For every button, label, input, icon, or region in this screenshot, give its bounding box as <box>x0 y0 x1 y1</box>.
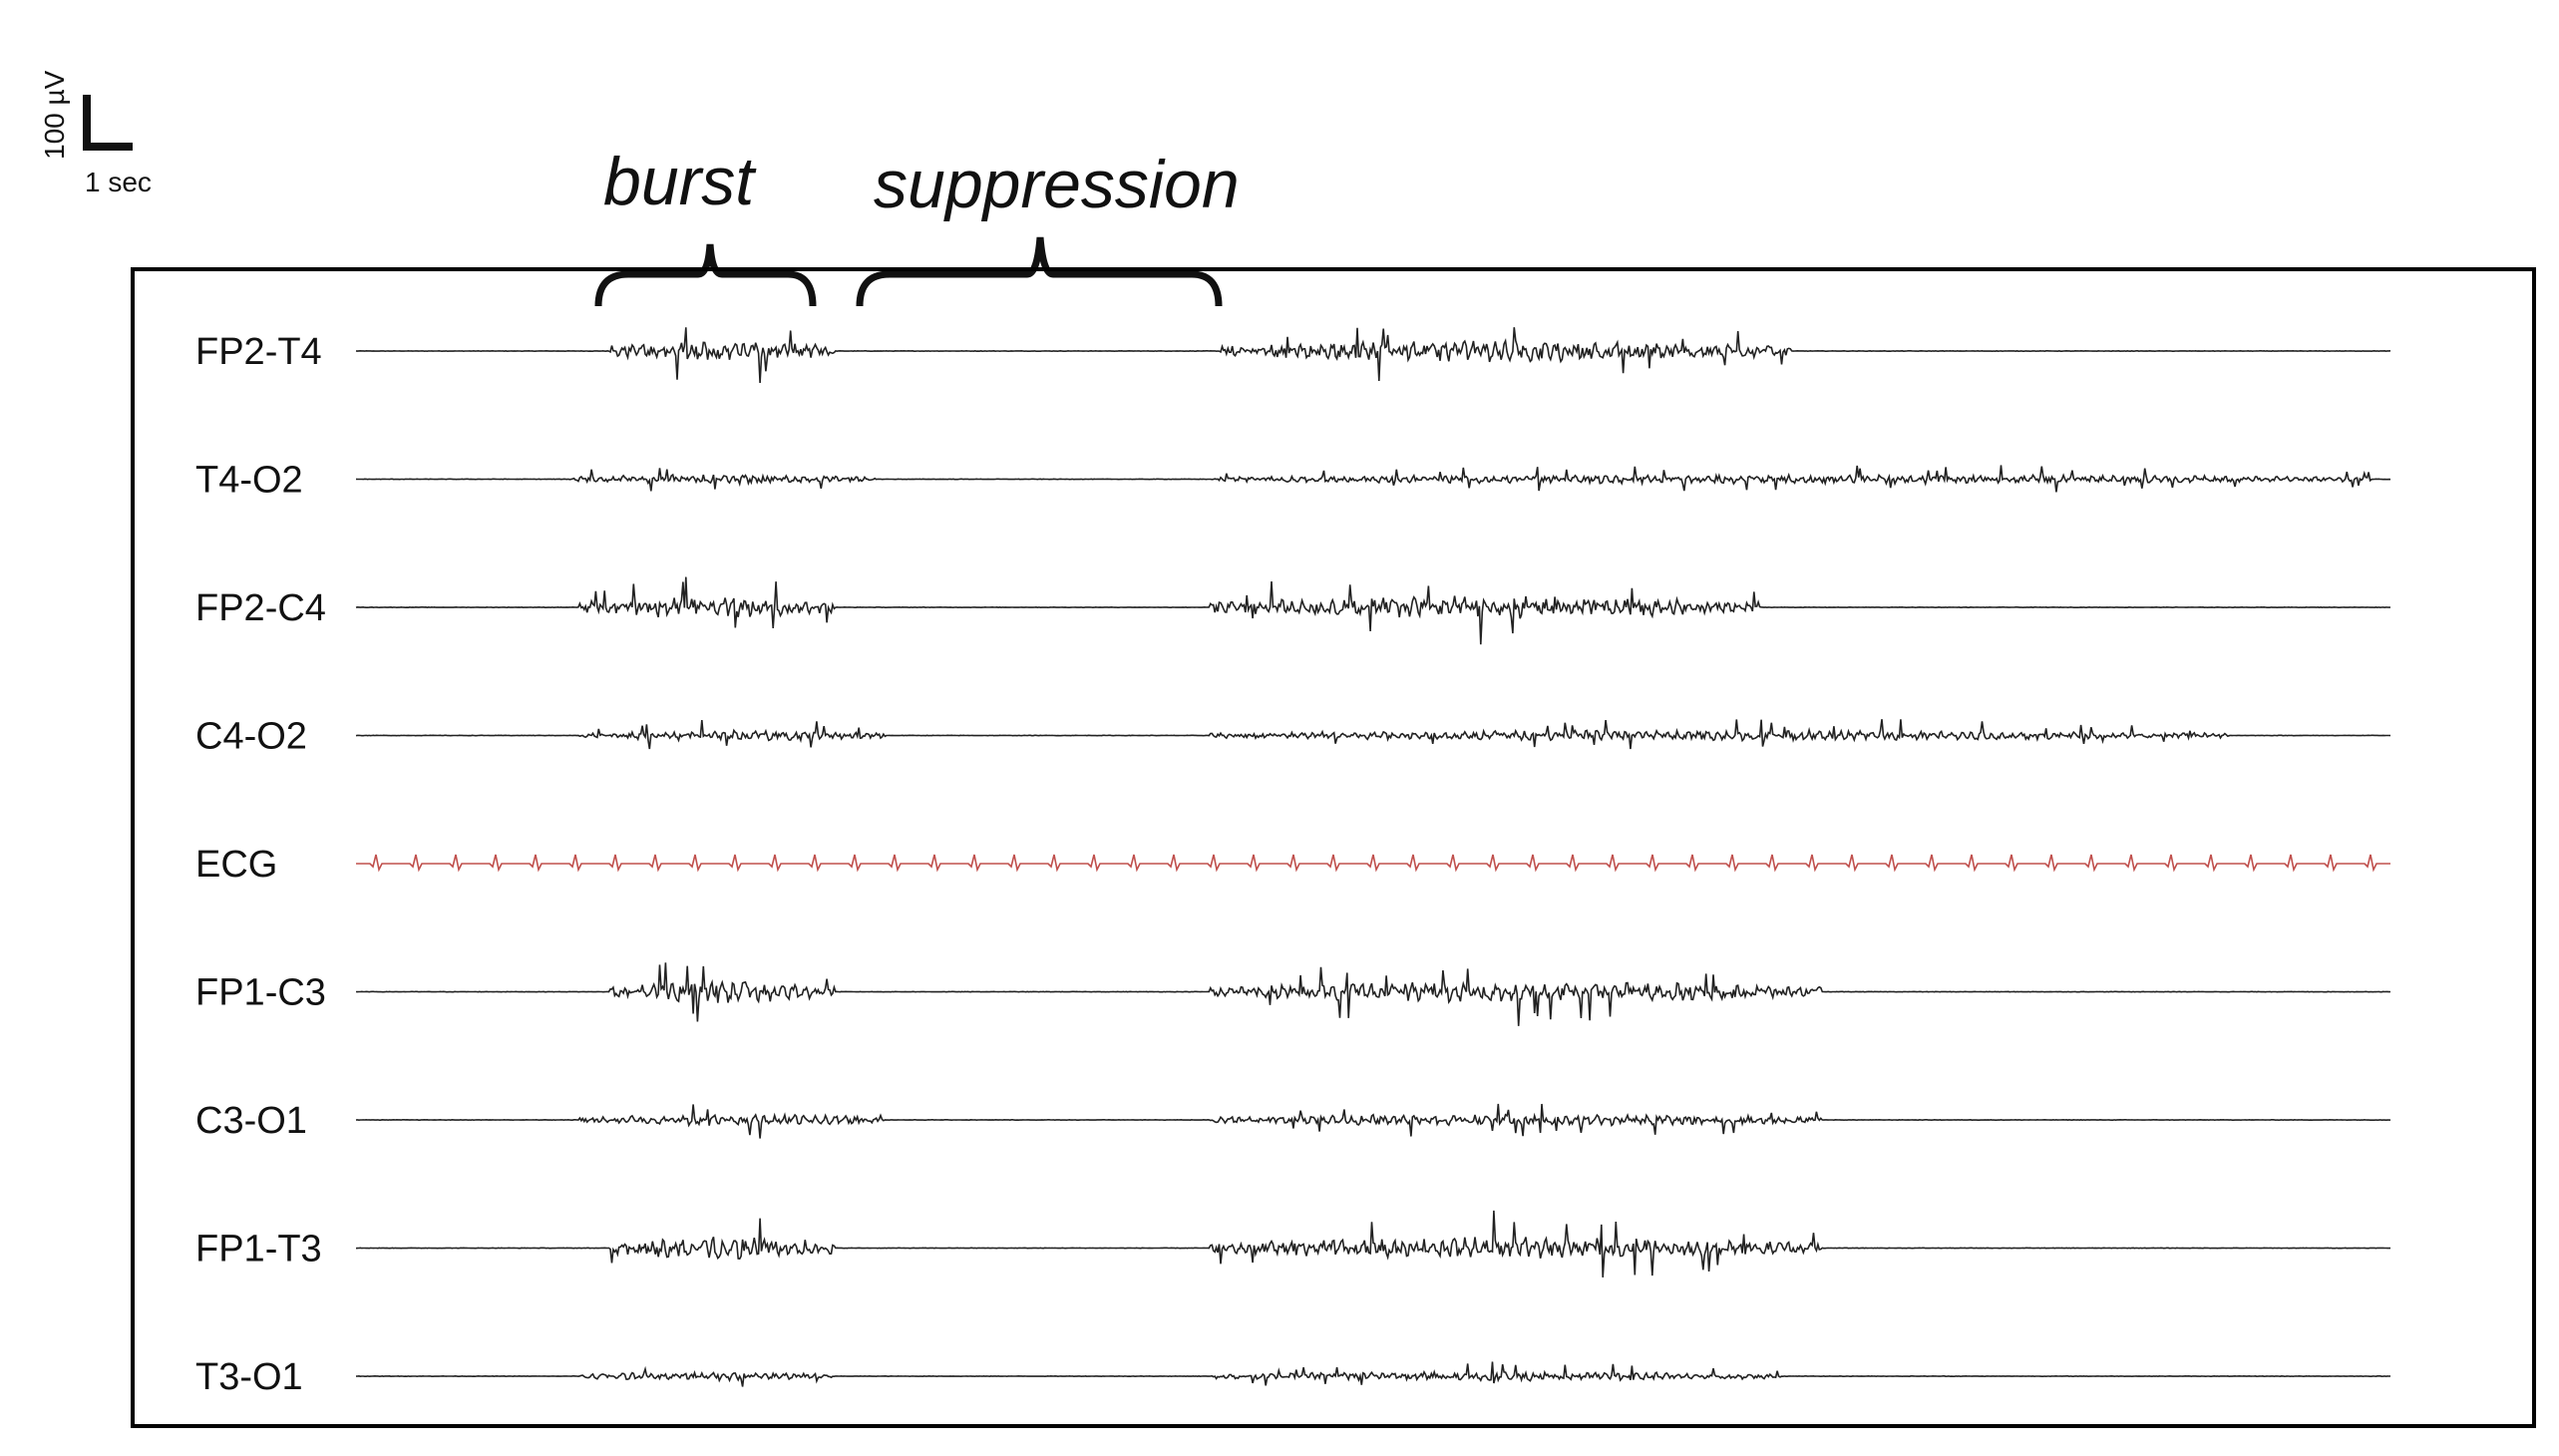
eeg-trace <box>355 1361 2391 1387</box>
channel-label: C3-O1 <box>195 1100 307 1142</box>
ecg-trace <box>356 854 2390 873</box>
channel-label: FP2-T4 <box>195 331 322 373</box>
scale-bar-axes <box>83 95 133 151</box>
channel-label: C4-O2 <box>195 716 307 758</box>
channel-traces: FP2-T4 T4-O2 FP2-C4 C4-O2 ECG FP1-C3 C3-O1 FP1-… <box>195 327 2391 1398</box>
channel-label: ECG <box>195 844 277 886</box>
recording-frame <box>131 267 2536 1428</box>
suppression-label: suppression <box>874 147 1240 222</box>
suppression-annotation: suppression <box>856 147 1240 307</box>
burst-label: burst <box>603 144 757 219</box>
channel-label: FP1-T3 <box>195 1229 322 1271</box>
eeg-trace <box>355 719 2391 750</box>
channel-label: FP2-C4 <box>195 587 326 629</box>
channel-label: T3-O1 <box>195 1356 303 1398</box>
eeg-trace <box>355 1103 2391 1139</box>
eeg-trace <box>355 465 2391 493</box>
scale-time-label: 1 sec <box>85 167 152 197</box>
scale-bar: 100 µV 1 sec <box>39 70 152 197</box>
channel-label: T4-O2 <box>195 460 303 502</box>
burst-brace <box>594 243 817 307</box>
scale-amplitude-label: 100 µV <box>39 70 70 160</box>
eeg-trace <box>355 962 2391 1026</box>
eeg-trace <box>355 1210 2391 1277</box>
eeg-trace <box>355 327 2391 383</box>
burst-annotation: burst <box>594 144 817 307</box>
channel-label: FP1-C3 <box>195 972 326 1014</box>
eeg-trace <box>355 576 2391 645</box>
suppression-brace <box>856 236 1223 307</box>
